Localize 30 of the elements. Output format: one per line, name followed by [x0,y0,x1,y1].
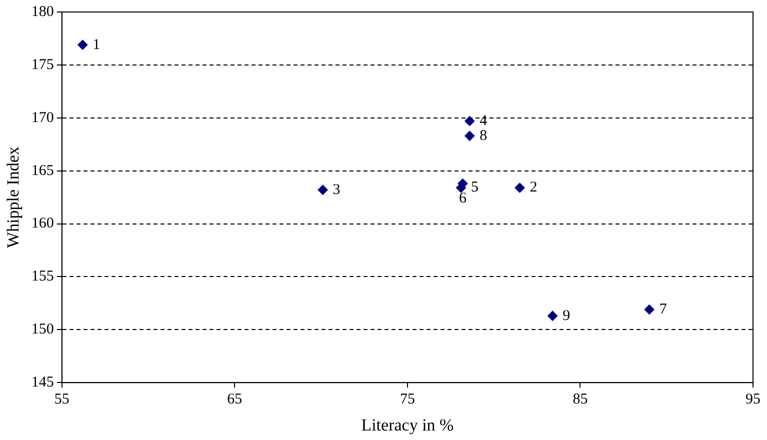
point [78,40,88,50]
annotation: 9 [562,308,570,324]
y-tick-label: 170 [31,110,54,126]
x-tick-label: 85 [572,392,588,408]
point [464,130,475,141]
x-tick-label: 65 [227,392,242,408]
annotation: 5 [471,180,479,196]
annotation: 6 [458,190,467,206]
annotation: 7 [659,301,668,318]
x-tick-label: 75 [400,392,415,408]
point [464,116,475,126]
point [514,182,525,193]
y-tick-label: 180 [31,4,54,20]
y-tick-label: 150 [31,322,54,338]
x-tick-label: 55 [54,392,70,408]
point [644,304,654,315]
x-axis-title: Literacy in % [361,415,454,434]
annotation: 1 [92,36,100,53]
annotation: 8 [480,128,488,144]
y-tick-label: 145 [31,374,54,391]
y-tick-label: 155 [31,268,54,285]
x-tick-label: 95 [746,392,760,408]
annotation: 2 [530,180,538,196]
point [318,184,328,195]
y-tick-label: 160 [31,216,54,232]
point [548,310,558,321]
y-tick-label: 165 [31,162,54,179]
y-axis-title: Whipple Index [4,146,23,248]
annotation: 3 [332,182,340,198]
y-tick-label: 175 [31,56,54,73]
